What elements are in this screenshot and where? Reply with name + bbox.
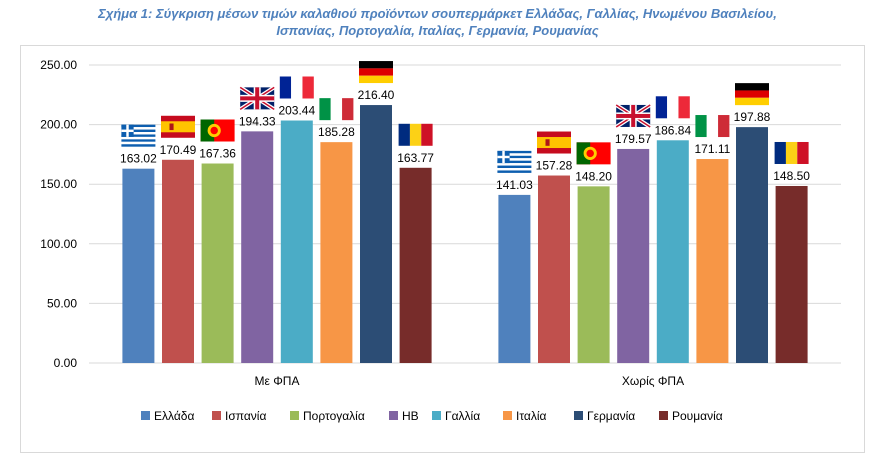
france-flag <box>279 76 314 99</box>
spain-flag <box>537 131 571 154</box>
x-category-label: Με ΦΠΑ <box>255 374 300 388</box>
portugal-flag <box>576 142 611 165</box>
bar <box>736 127 768 363</box>
bar <box>538 175 570 363</box>
chart-title: Σχήμα 1: Σύγκριση μέσων τιμών καλαθιού π… <box>0 5 875 39</box>
greece-flag <box>497 150 532 173</box>
bar <box>360 105 392 363</box>
bar <box>617 148 650 363</box>
data-label: 167.36 <box>199 147 236 161</box>
legend-label: Γερμανία <box>587 409 635 423</box>
data-label: 203.44 <box>278 103 315 117</box>
legend-label: Ισπανία <box>225 409 266 423</box>
uk-flag <box>615 103 652 129</box>
data-label: 197.88 <box>734 110 771 124</box>
portugal-flag <box>200 119 235 142</box>
y-tick-label: 200.00 <box>40 118 77 132</box>
y-tick-label: 150.00 <box>40 177 77 191</box>
data-label: 186.84 <box>654 123 691 137</box>
bar <box>201 163 234 363</box>
bar <box>498 194 531 363</box>
data-label: 141.03 <box>496 178 533 192</box>
chart-frame: 0.00 50.00 100.00 150.00 200.00 250.00 163.02 1… <box>20 45 865 453</box>
data-label: 170.49 <box>160 143 197 157</box>
data-label: 163.02 <box>120 152 157 166</box>
legend-swatch <box>212 411 221 420</box>
bar <box>122 168 155 363</box>
chart-title-line-2: Ισπανίας, Πορτογαλία, Ιταλίας, Γερμανία,… <box>276 23 599 38</box>
legend-label: Γαλλία <box>445 409 480 423</box>
bar <box>241 131 274 363</box>
spain-flag <box>161 115 195 138</box>
data-label: 185.28 <box>318 125 355 139</box>
legend-label: Ελλάδα <box>154 409 194 423</box>
bar-chart: 0.0050.00100.00150.00200.00250.00163.021… <box>40 58 841 423</box>
bar <box>280 120 313 364</box>
chart-title-line-1: Σχήμα 1: Σύγκριση μέσων τιμών καλαθιού π… <box>98 6 777 21</box>
data-label: 157.28 <box>536 159 573 173</box>
legend-label: Ρουμανία <box>672 409 723 423</box>
data-label: 163.77 <box>397 151 434 165</box>
legend-swatch <box>290 411 299 420</box>
legend-swatch <box>389 411 398 420</box>
italy-flag <box>695 115 730 138</box>
bar <box>696 159 729 363</box>
bar <box>162 159 194 363</box>
data-label: 148.20 <box>575 169 612 183</box>
y-tick-label: 50.00 <box>47 296 77 310</box>
x-category-label: Χωρίς ΦΠΑ <box>622 374 684 388</box>
data-label: 194.33 <box>239 114 276 128</box>
germany-flag <box>735 83 769 106</box>
legend-swatch <box>503 411 512 420</box>
france-flag <box>655 96 690 119</box>
romania-flag <box>398 123 433 146</box>
legend-swatch <box>659 411 668 420</box>
data-label: 171.11 <box>694 142 730 156</box>
y-tick-label: 0.00 <box>54 356 78 370</box>
data-label: 179.57 <box>615 132 652 146</box>
legend-label: Πορτογαλία <box>303 409 365 423</box>
y-tick-label: 250.00 <box>40 58 77 72</box>
data-label: 216.40 <box>358 88 395 102</box>
legend-swatch <box>432 411 441 420</box>
legend-label: Ιταλία <box>516 409 547 423</box>
bar <box>656 140 689 363</box>
bar <box>775 185 808 363</box>
data-label: 148.50 <box>773 169 810 183</box>
romania-flag <box>774 141 809 164</box>
greece-flag <box>121 124 156 147</box>
legend-label: ΗΒ <box>402 409 419 423</box>
germany-flag <box>359 61 393 84</box>
legend-swatch <box>141 411 150 420</box>
uk-flag <box>239 85 276 112</box>
bar <box>577 186 610 363</box>
italy-flag <box>319 98 354 121</box>
y-tick-label: 100.00 <box>40 237 77 251</box>
bar <box>399 167 432 363</box>
legend-swatch <box>574 411 583 420</box>
bar <box>320 142 353 363</box>
